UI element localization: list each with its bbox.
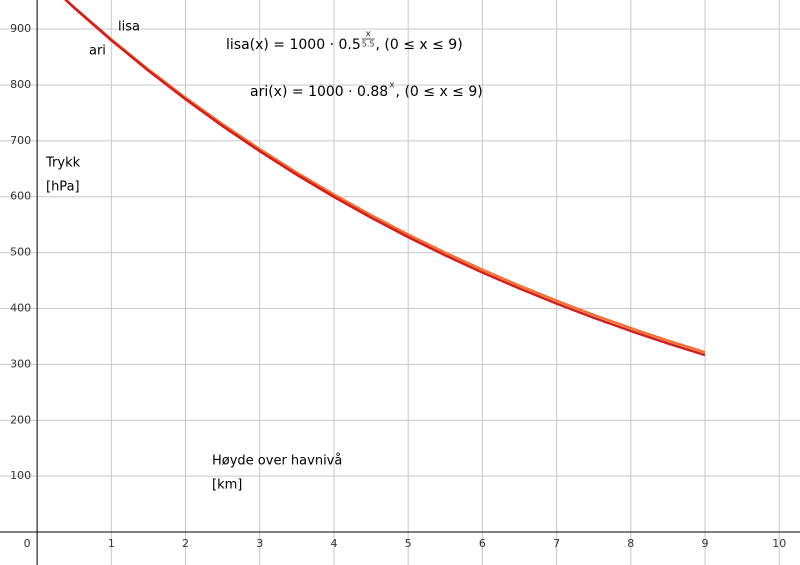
y-tick-label: 700 — [10, 134, 31, 147]
y-tick-label: 300 — [10, 357, 31, 370]
y-tick-label: 600 — [10, 190, 31, 203]
formula: , (0 ≤ x ≤ 9) — [396, 84, 483, 100]
x-tick-label: 1 — [108, 537, 115, 550]
x-tick-label: 7 — [553, 537, 560, 550]
formula: lisa(x) = 1000 · 0.5 — [226, 37, 361, 53]
y-tick-label: 100 — [10, 469, 31, 482]
y-tick-label: 800 — [10, 78, 31, 91]
x-tick-label: 10 — [772, 537, 786, 550]
x-axis-label: [km] — [212, 478, 242, 493]
curve — [64, 0, 706, 357]
legend-label: lisa — [118, 20, 140, 35]
formula-exponent: 5.5 — [362, 40, 375, 49]
x-tick-label: 2 — [182, 537, 189, 550]
y-tick-label: 200 — [10, 413, 31, 426]
formula-exponent: x — [389, 81, 395, 91]
formula-exponent: x — [365, 30, 371, 40]
x-tick-label: 0 — [24, 537, 31, 550]
y-axis-label: Trykk — [45, 156, 81, 171]
x-axis-label: Høyde over havnivå — [212, 454, 342, 469]
formula: ari(x) = 1000 · 0.88 — [250, 84, 388, 100]
x-tick-label: 8 — [627, 537, 634, 550]
y-axis-label: [hPa] — [46, 180, 80, 195]
x-tick-label: 9 — [702, 537, 709, 550]
y-tick-label: 500 — [10, 246, 31, 259]
legend-label: ari — [89, 44, 106, 59]
x-tick-label: 6 — [479, 537, 486, 550]
plot-area — [64, 0, 706, 357]
formula: , (0 ≤ x ≤ 9) — [375, 37, 462, 53]
y-tick-label: 900 — [10, 22, 31, 35]
x-tick-label: 4 — [330, 537, 337, 550]
y-tick-label: 400 — [10, 301, 31, 314]
x-tick-label: 3 — [256, 537, 263, 550]
x-tick-label: 5 — [405, 537, 412, 550]
